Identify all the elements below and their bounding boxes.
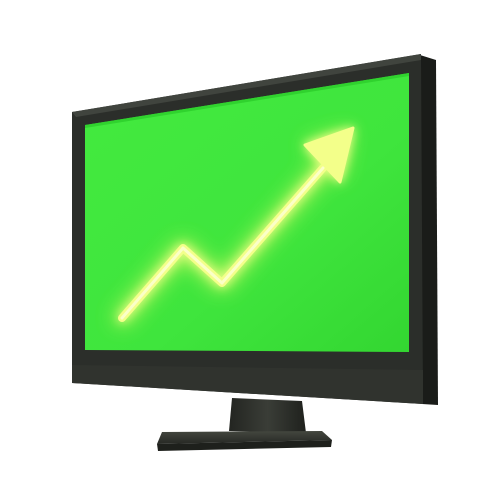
monitor-stand-base-edge xyxy=(157,440,332,451)
monitor-stand-base xyxy=(157,431,332,444)
monitor-screen-edge xyxy=(85,73,409,128)
monitor-bezel-highlight xyxy=(72,54,421,117)
trend-up-arrow-icon xyxy=(115,126,355,325)
monitor-chin xyxy=(72,365,423,404)
monitor-side xyxy=(420,55,438,405)
monitor-stand-neck xyxy=(229,398,306,433)
